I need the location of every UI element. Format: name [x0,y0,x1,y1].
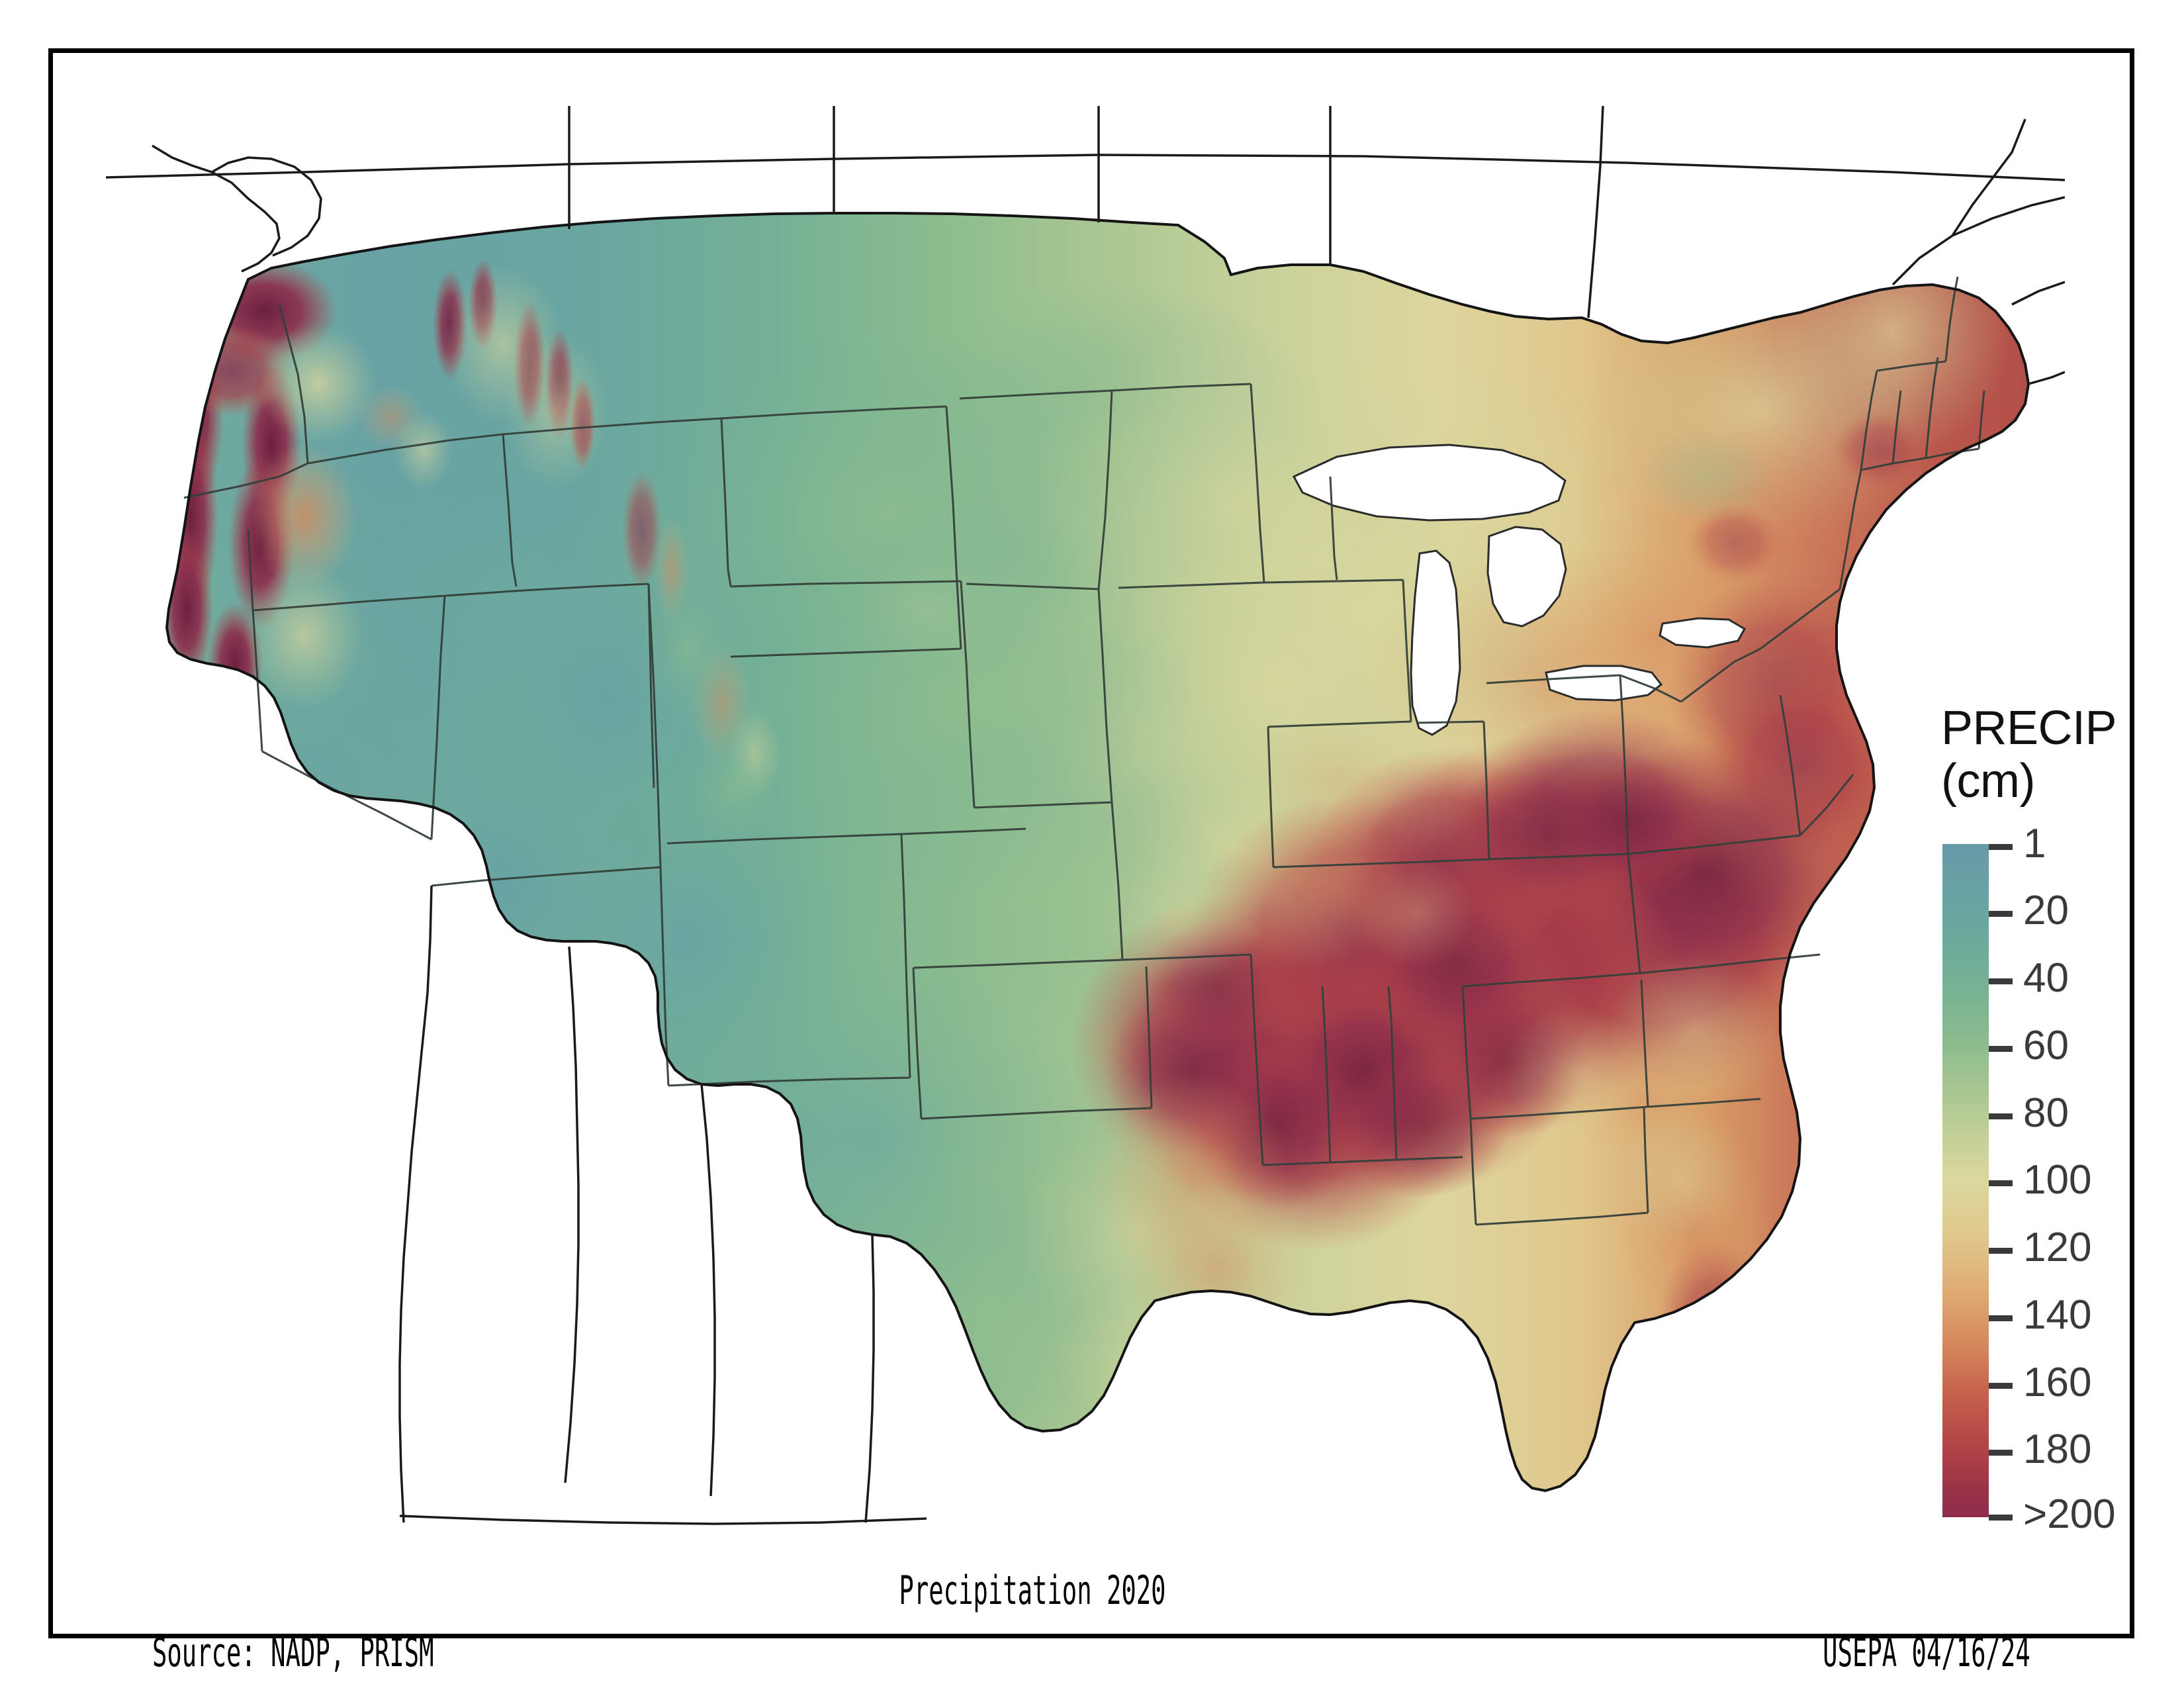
agency-date-label: USEPA 04/16/24 [1823,1630,2030,1676]
colorbar-tick-label: 140 [2023,1292,2092,1338]
us-precipitation-raster [106,106,2065,1549]
colorbar-tick-label: 100 [2023,1157,2092,1203]
colorbar-tick-label: 80 [2023,1090,2069,1136]
colorbar-tick [1989,1315,2013,1321]
colorbar-tick-label: 60 [2023,1023,2069,1068]
colorbar-tick-label: 20 [2023,888,2069,933]
colorbar-tick [1989,1046,2013,1052]
colorbar-tick-label: >200 [2023,1491,2116,1537]
colorbar-tick [1989,1383,2013,1389]
colorbar-gradient [1942,844,1989,1517]
map-legend: PRECIP (cm) 1 20 40 60 80 100 120 140 [1876,702,2161,1562]
colorbar-tick-label: 40 [2023,955,2069,1001]
colorbar-tick-label: 180 [2023,1427,2092,1472]
map-title: Precipitation 2020 [899,1568,1166,1614]
coastline-outline [165,212,2030,1493]
legend-title: PRECIP (cm) [1941,702,2117,808]
figure-frame: PRECIP (cm) 1 20 40 60 80 100 120 140 [48,48,2134,1676]
colorbar-tick [1989,844,2013,850]
colorbar-tick [1989,1248,2013,1254]
colorbar-tick [1989,1180,2013,1186]
colorbar-group: 1 20 40 60 80 100 120 140 160 180 [1942,823,2141,1537]
great-lakes-mask [1292,444,1747,736]
colorbar-tick [1989,911,2013,917]
colorbar-tick [1989,1450,2013,1456]
map-canvas [106,106,2065,1549]
colorbar-tick [1989,1515,2013,1521]
colorbar-tick-label: 120 [2023,1225,2092,1270]
data-source-label: Source: NADP, PRISM [152,1630,434,1676]
colorbar-tick [1989,1113,2013,1119]
state-boundaries [183,276,1985,1226]
colorbar-tick [1989,978,2013,984]
neighbor-country-borders [106,106,2065,1525]
colorbar-tick-label: 160 [2023,1360,2092,1405]
colorbar-tick-label: 1 [2023,821,2046,867]
